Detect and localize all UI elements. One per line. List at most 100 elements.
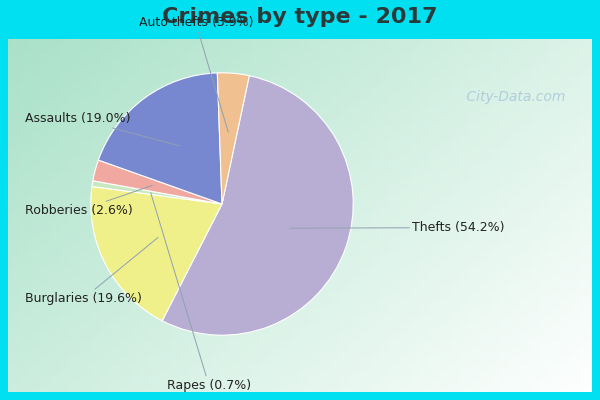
Bar: [430, 309, 441, 316]
Bar: [520, 171, 531, 178]
Bar: [380, 105, 391, 112]
Bar: [50, 189, 61, 196]
Bar: [430, 381, 441, 388]
Bar: [390, 69, 401, 76]
Bar: [60, 387, 71, 394]
Bar: [330, 381, 341, 388]
Bar: [250, 243, 261, 250]
Bar: [410, 129, 421, 136]
Bar: [60, 111, 71, 118]
Bar: [110, 177, 121, 184]
Bar: [530, 219, 541, 226]
Bar: [360, 201, 371, 208]
Bar: [130, 63, 141, 70]
Bar: [160, 357, 171, 364]
Bar: [210, 225, 221, 232]
Bar: [290, 117, 301, 124]
Bar: [520, 261, 531, 268]
Bar: [130, 219, 141, 226]
Bar: [530, 99, 541, 106]
Bar: [250, 141, 261, 148]
Bar: [460, 285, 471, 292]
Bar: [500, 39, 511, 46]
Bar: [560, 255, 571, 262]
Bar: [50, 219, 61, 226]
Bar: [580, 285, 591, 292]
Bar: [130, 381, 141, 388]
Bar: [200, 351, 211, 358]
Bar: [460, 117, 471, 124]
Bar: [290, 279, 301, 286]
Bar: [380, 339, 391, 346]
Bar: [470, 255, 481, 262]
Bar: [240, 297, 251, 304]
Bar: [240, 393, 251, 400]
Bar: [20, 183, 31, 190]
Bar: [300, 189, 311, 196]
Bar: [400, 195, 411, 202]
Bar: [160, 189, 171, 196]
Bar: [240, 105, 251, 112]
Bar: [490, 321, 501, 328]
Bar: [540, 219, 551, 226]
Bar: [180, 369, 191, 376]
Bar: [570, 123, 581, 130]
Bar: [260, 165, 271, 172]
Bar: [340, 111, 351, 118]
Bar: [270, 63, 281, 70]
Bar: [40, 387, 51, 394]
Bar: [250, 171, 261, 178]
Bar: [60, 177, 71, 184]
Bar: [290, 165, 301, 172]
Bar: [400, 381, 411, 388]
Bar: [420, 63, 431, 70]
Bar: [410, 189, 421, 196]
Bar: [170, 279, 181, 286]
Bar: [470, 261, 481, 268]
Bar: [590, 45, 600, 52]
Bar: [470, 321, 481, 328]
Bar: [360, 39, 371, 46]
Bar: [20, 219, 31, 226]
Bar: [430, 165, 441, 172]
Bar: [200, 357, 211, 364]
Bar: [120, 333, 131, 340]
Bar: [50, 159, 61, 166]
Bar: [140, 189, 151, 196]
Bar: [120, 291, 131, 298]
Bar: [110, 321, 121, 328]
Bar: [310, 219, 321, 226]
Bar: [50, 321, 61, 328]
Bar: [120, 255, 131, 262]
Bar: [100, 255, 111, 262]
Bar: [450, 39, 461, 46]
Bar: [570, 135, 581, 142]
Bar: [110, 225, 121, 232]
Bar: [500, 231, 511, 238]
Bar: [350, 75, 361, 82]
Bar: [100, 183, 111, 190]
Bar: [380, 177, 391, 184]
Bar: [200, 195, 211, 202]
Bar: [200, 45, 211, 52]
Bar: [290, 111, 301, 118]
Bar: [460, 159, 471, 166]
Bar: [110, 147, 121, 154]
Bar: [80, 267, 91, 274]
Bar: [50, 339, 61, 346]
Bar: [470, 99, 481, 106]
Bar: [200, 285, 211, 292]
Bar: [590, 279, 600, 286]
Bar: [520, 123, 531, 130]
Bar: [590, 75, 600, 82]
Bar: [260, 105, 271, 112]
Bar: [230, 81, 241, 88]
Bar: [420, 237, 431, 244]
Bar: [420, 45, 431, 52]
Bar: [170, 291, 181, 298]
Bar: [370, 363, 381, 370]
Bar: [350, 99, 361, 106]
Bar: [210, 213, 221, 220]
Bar: [480, 291, 491, 298]
Bar: [390, 81, 401, 88]
